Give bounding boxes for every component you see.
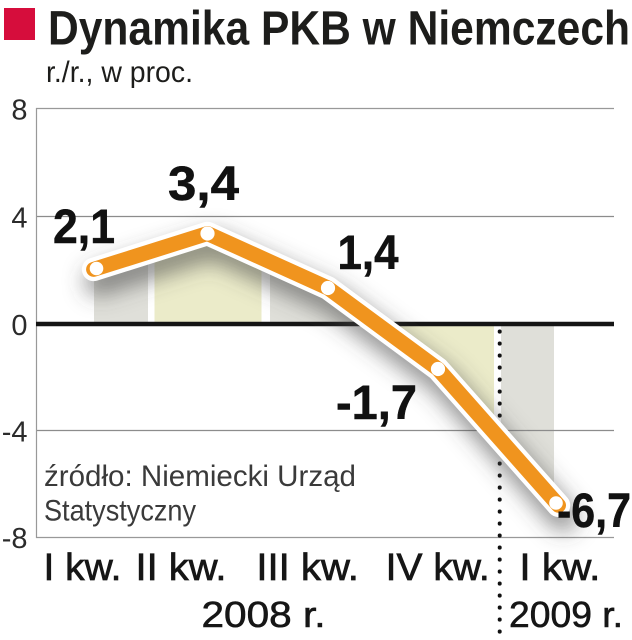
svg-text:IV kw.: IV kw. bbox=[386, 547, 490, 589]
svg-text:-1,7: -1,7 bbox=[336, 377, 417, 430]
svg-text:III kw.: III kw. bbox=[256, 547, 359, 589]
svg-text:źródło: Niemiecki Urząd: źródło: Niemiecki Urząd bbox=[44, 460, 356, 493]
svg-text:Dynamika PKB w Niemczech: Dynamika PKB w Niemczech bbox=[48, 3, 630, 56]
svg-text:II kw.: II kw. bbox=[136, 547, 227, 589]
svg-text:2009 r.: 2009 r. bbox=[509, 594, 623, 635]
svg-text:-4: -4 bbox=[2, 417, 28, 449]
svg-text:8: 8 bbox=[11, 95, 27, 127]
svg-text:4: 4 bbox=[11, 203, 27, 235]
svg-text:I kw.: I kw. bbox=[44, 547, 122, 589]
svg-text:1,4: 1,4 bbox=[338, 227, 399, 280]
svg-text:0: 0 bbox=[11, 310, 27, 342]
svg-text:2008 r.: 2008 r. bbox=[202, 594, 326, 635]
svg-text:3,4: 3,4 bbox=[168, 158, 239, 211]
svg-text:Statystyczny: Statystyczny bbox=[44, 495, 196, 528]
svg-text:I kw.: I kw. bbox=[519, 547, 600, 589]
svg-text:r./r., w proc.: r./r., w proc. bbox=[46, 56, 193, 89]
svg-text:-8: -8 bbox=[2, 523, 28, 555]
svg-text:2,1: 2,1 bbox=[53, 201, 115, 254]
svg-text:-6,7: -6,7 bbox=[557, 485, 631, 538]
